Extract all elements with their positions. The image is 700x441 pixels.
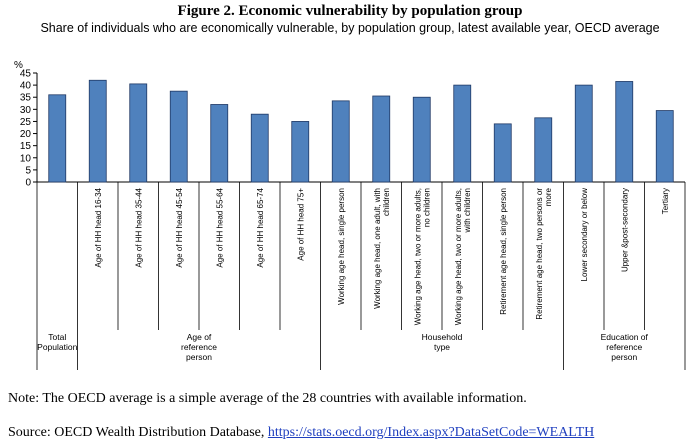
group-label: Total [48, 332, 66, 342]
y-tick-label: 30 [20, 105, 32, 116]
category-label: with children [463, 188, 472, 233]
category-label: no children [422, 188, 431, 227]
group-label: Population [37, 342, 77, 352]
category-label: Retirement age head, single person [499, 188, 508, 315]
bar [372, 95, 391, 183]
bar [655, 110, 674, 183]
chart-source: Source: OECD Wealth Distribution Databas… [8, 425, 594, 441]
category-label: more [544, 187, 553, 206]
category-label: Age of HH head 16-34 [94, 187, 103, 267]
bar [48, 94, 67, 183]
bar [534, 117, 553, 183]
bar [250, 113, 269, 183]
group-label: Age of [187, 332, 212, 342]
category-label: Age of HH head 65-74 [256, 187, 265, 267]
bar [291, 121, 310, 183]
group-label: Household [422, 332, 463, 342]
bar [169, 90, 188, 183]
bar [331, 100, 350, 183]
y-tick-label: 15 [20, 141, 32, 152]
y-tick-label: 10 [20, 153, 32, 164]
y-tick-label: 45 [20, 69, 32, 80]
bar [574, 84, 593, 183]
category-label: Age of HH head 75+ [296, 188, 305, 261]
group-label: Education of [601, 332, 649, 342]
y-tick-label: 0 [25, 178, 31, 189]
category-label: children [382, 188, 391, 216]
bar [615, 81, 634, 183]
bar [453, 84, 472, 183]
category-label: Tertiary [661, 188, 670, 214]
group-label: person [611, 352, 637, 362]
category-label: Lower secondary or below [580, 188, 589, 282]
category-label: Retirement age head, two persons or [535, 188, 544, 320]
category-label: Working age head, two or more adults, [454, 188, 463, 325]
chart-subtitle: Share of individuals who are economicall… [40, 21, 660, 35]
bar [88, 79, 107, 183]
y-tick-label: 20 [20, 129, 32, 140]
group-label: reference [606, 342, 642, 352]
category-label: Age of HH head 45-54 [175, 187, 184, 267]
y-tick-label: 5 [25, 165, 31, 176]
bar [493, 123, 512, 183]
y-tick-label: 25 [20, 117, 32, 128]
category-label: Working age head, single person [337, 188, 346, 305]
y-tick-label: 35 [20, 93, 32, 104]
chart-title: Figure 2. Economic vulnerability by popu… [177, 3, 523, 19]
category-label: Working age head, two or more adults, [413, 188, 422, 325]
y-axis-unit: % [14, 60, 23, 71]
source-text: Source: OECD Wealth Distribution Databas… [8, 425, 268, 440]
bar [412, 96, 431, 183]
category-label: Upper &post-secondary [620, 188, 629, 272]
group-label: type [434, 342, 450, 352]
group-label: person [186, 352, 212, 362]
bar [210, 104, 229, 183]
group-label: reference [181, 342, 217, 352]
category-label: Age of HH head 35-44 [134, 187, 143, 267]
bar [129, 83, 148, 183]
category-label: Working age head, one adult, with [373, 188, 382, 309]
y-tick-label: 40 [20, 81, 32, 92]
source-link[interactable]: https://stats.oecd.org/Index.aspx?DataSe… [267, 425, 595, 440]
category-label: Age of HH head 55-64 [215, 187, 224, 267]
chart-note: Note: The OECD average is a simple avera… [8, 391, 527, 406]
